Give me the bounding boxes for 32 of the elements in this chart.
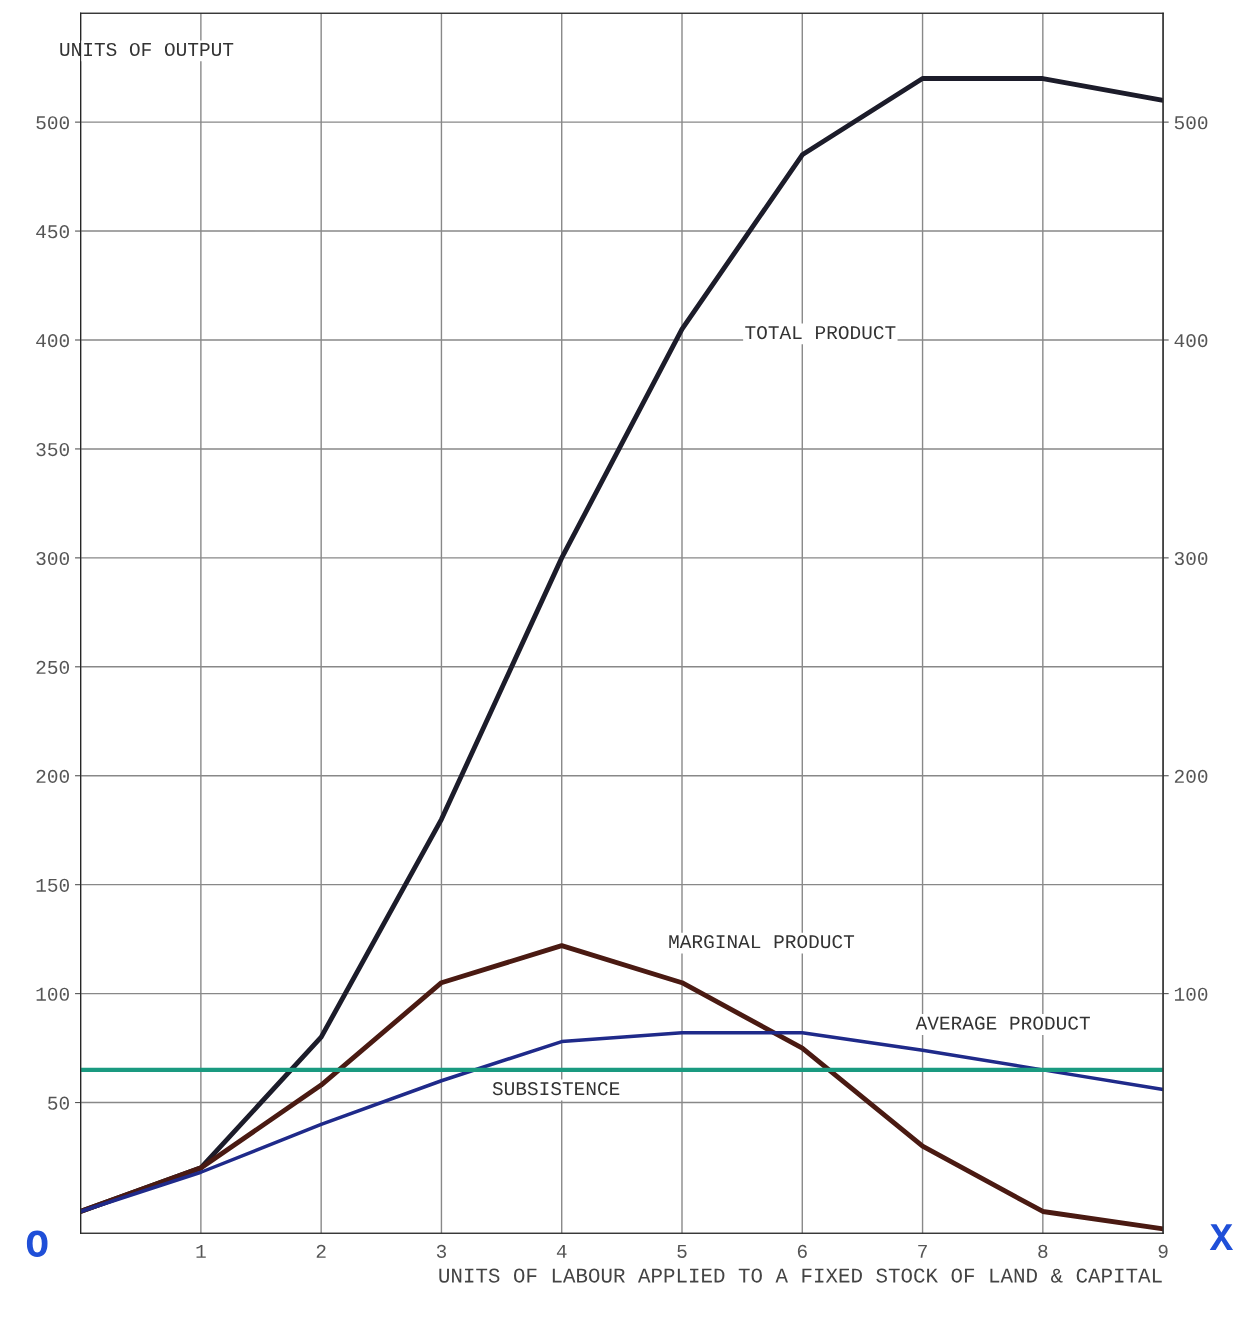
x-tick-label: 3	[436, 1244, 447, 1258]
y2-tick-label: 100	[1174, 987, 1208, 1001]
y2-tick-label: 300	[1174, 551, 1208, 566]
y2-tick-label: 400	[1174, 334, 1208, 348]
y-tick-label: 250	[36, 660, 69, 675]
y2-tick-label: 500	[1174, 116, 1208, 130]
y-tick-label: 50	[48, 1096, 69, 1110]
x-tick-label: 1	[196, 1244, 206, 1258]
line-series	[80, 1031, 1164, 1214]
y-tick-label: 500	[36, 116, 69, 130]
x-tick-label: 8	[1038, 1244, 1048, 1258]
x-tick-label: 5	[677, 1244, 687, 1258]
y-tick-label: 400	[36, 334, 69, 348]
y-tick-label: 200	[36, 769, 69, 783]
y-tick-label: 100	[36, 987, 69, 1001]
x-tick-label: 7	[918, 1244, 927, 1258]
series-label: MARGINAL PRODUCT	[669, 935, 855, 949]
ref-line-label: SUBSISTENCE	[492, 1082, 620, 1096]
y-tick-label: 450	[36, 225, 69, 239]
text: O	[26, 1230, 48, 1257]
x-tick-label: 2	[316, 1244, 326, 1258]
text: X	[1209, 1224, 1234, 1250]
y-tick-label: 300	[36, 551, 69, 566]
x-axis-title: UNITS OF LABOUR APPLIED TO A FIXED STOCK OF LAND & CAPITAL	[439, 1268, 1162, 1283]
x-tick-label: 6	[797, 1244, 807, 1258]
y2-tick-label: 200	[1174, 769, 1208, 783]
x-tick-label: 9	[1158, 1244, 1168, 1258]
y-tick-label: 150	[36, 878, 69, 892]
series-label: AVERAGE PRODUCT	[915, 1016, 1090, 1030]
x-tick-label: 4	[556, 1244, 567, 1258]
y-tick-label: 350	[36, 442, 69, 457]
text: TOTAL PRODUCT	[745, 325, 896, 340]
